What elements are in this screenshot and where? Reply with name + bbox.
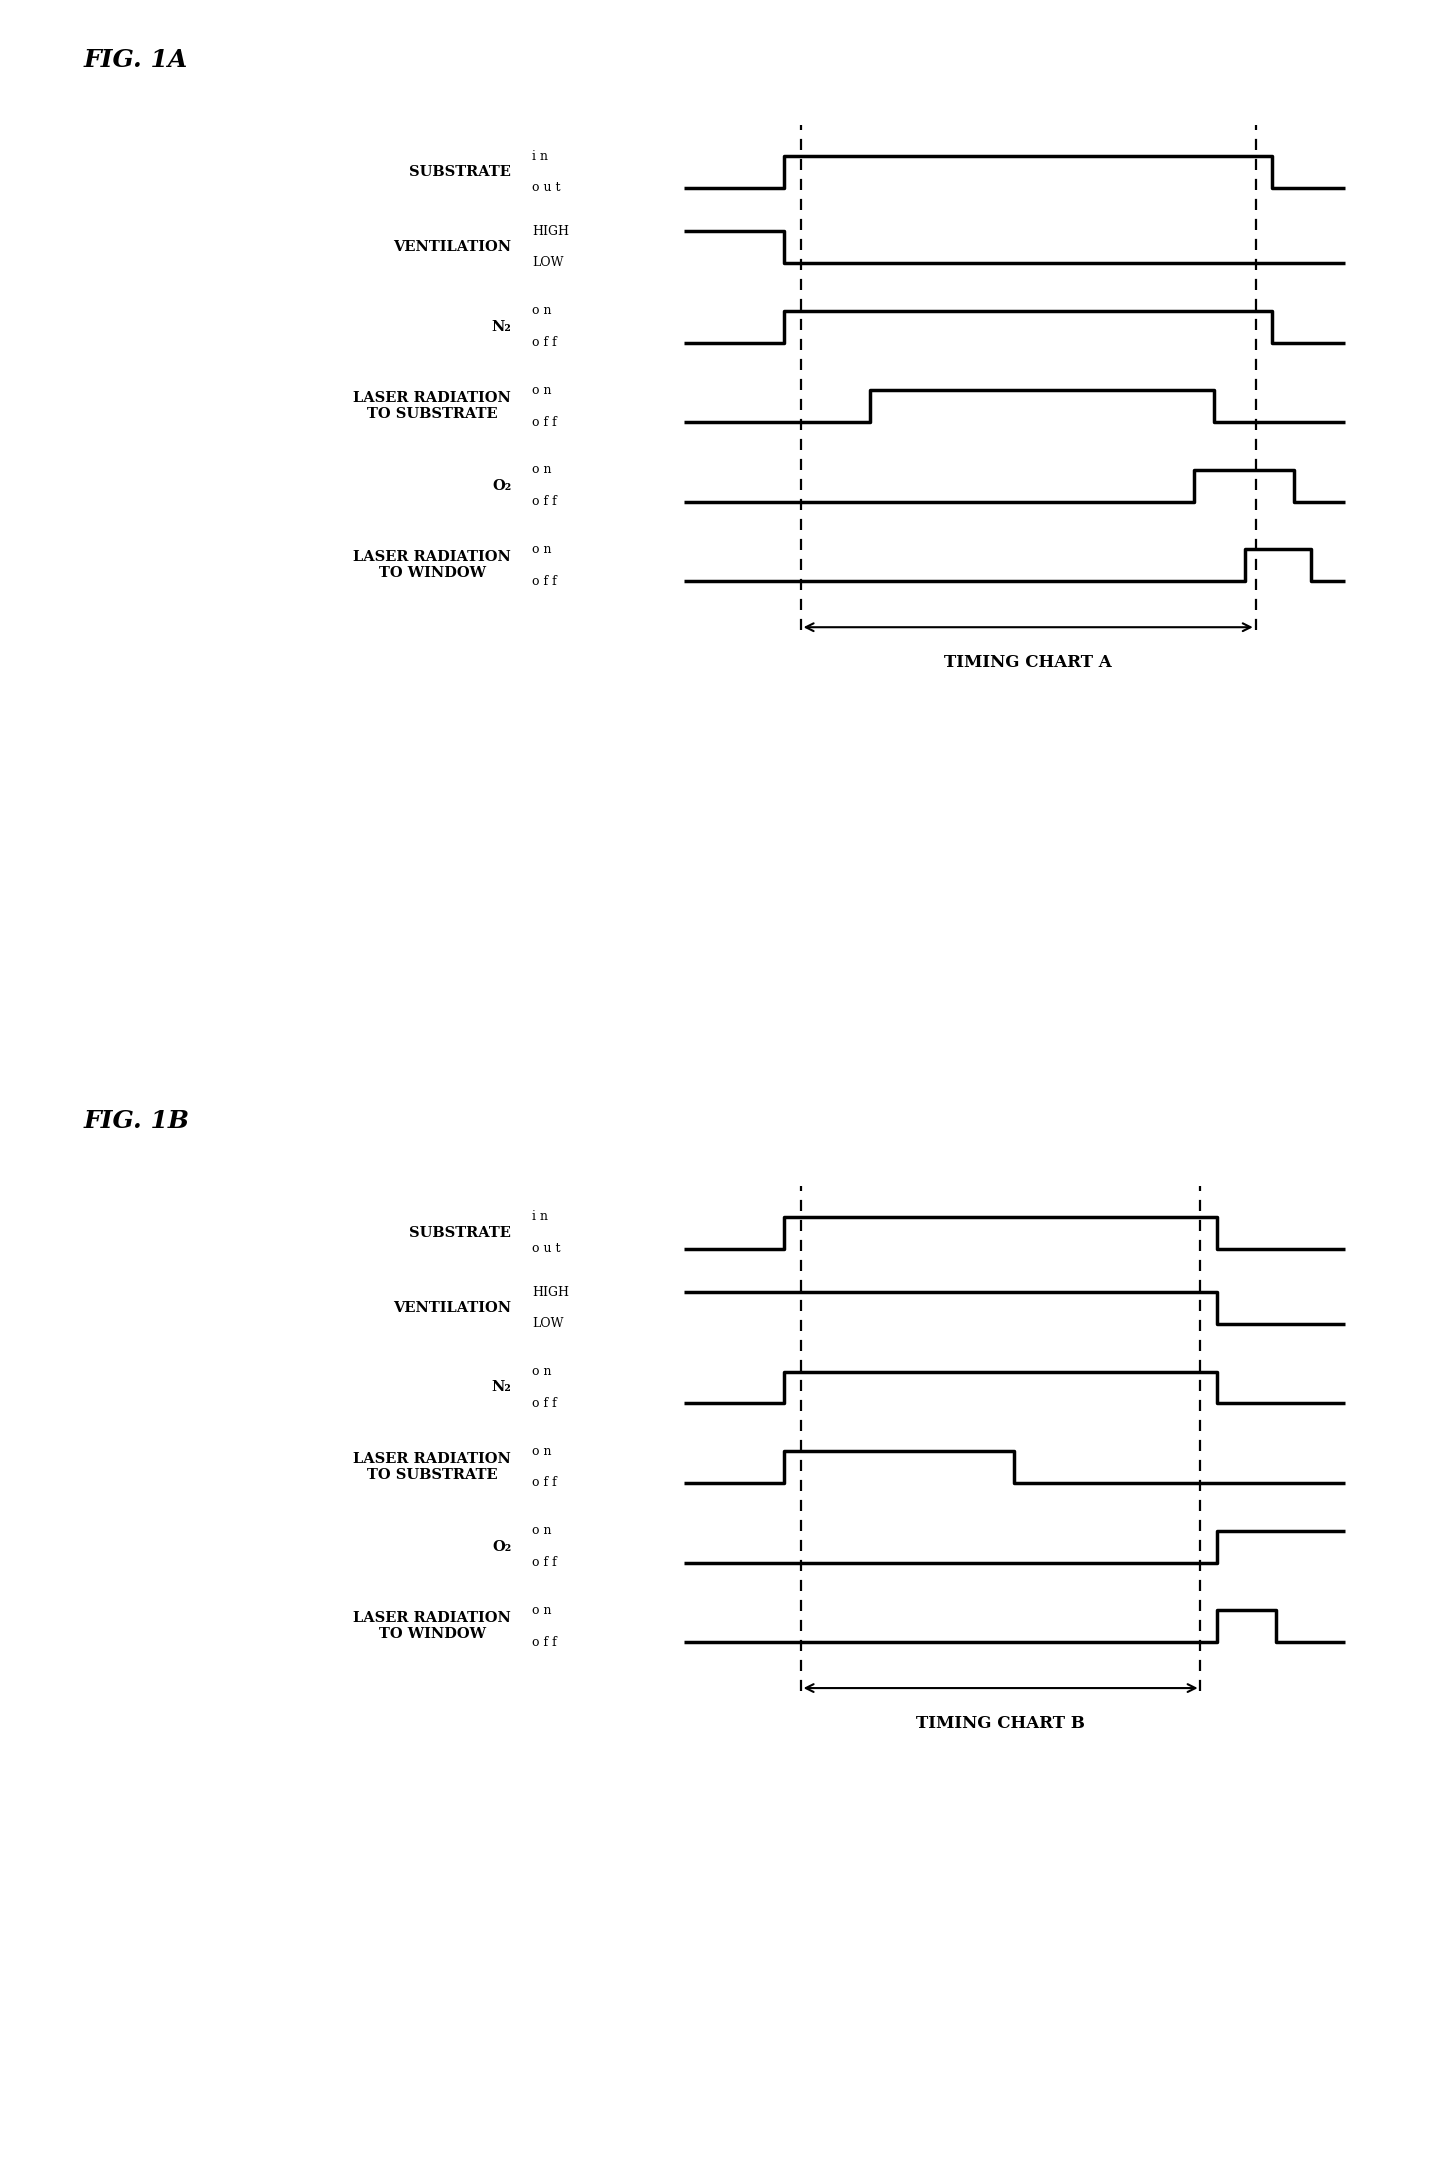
Text: o u t: o u t [531, 182, 560, 195]
Text: HIGH: HIGH [531, 1286, 569, 1299]
Text: o f f: o f f [531, 416, 557, 429]
Text: o n: o n [531, 1604, 551, 1617]
Text: LASER RADIATION
TO WINDOW: LASER RADIATION TO WINDOW [353, 550, 511, 580]
Text: TIMING CHART A: TIMING CHART A [945, 654, 1111, 671]
Text: FIG. 1B: FIG. 1B [83, 1108, 190, 1132]
Text: o f f: o f f [531, 1557, 557, 1570]
Text: i n: i n [531, 149, 549, 162]
Text: HIGH: HIGH [531, 225, 569, 238]
Text: SUBSTRATE: SUBSTRATE [409, 1225, 511, 1241]
Text: o f f: o f f [531, 1477, 557, 1490]
Text: o f f: o f f [531, 1396, 557, 1409]
Text: O₂: O₂ [493, 1539, 511, 1554]
Text: TIMING CHART B: TIMING CHART B [916, 1715, 1086, 1732]
Text: o n: o n [531, 1366, 551, 1379]
Text: LASER RADIATION
TO SUBSTRATE: LASER RADIATION TO SUBSTRATE [353, 392, 511, 422]
Text: FIG. 1A: FIG. 1A [83, 48, 188, 71]
Text: O₂: O₂ [493, 478, 511, 494]
Text: VENTILATION: VENTILATION [393, 240, 511, 253]
Text: VENTILATION: VENTILATION [393, 1301, 511, 1314]
Text: o u t: o u t [531, 1243, 560, 1256]
Text: LASER RADIATION
TO SUBSTRATE: LASER RADIATION TO SUBSTRATE [353, 1453, 511, 1483]
Text: o f f: o f f [531, 496, 557, 509]
Text: o n: o n [531, 305, 551, 318]
Text: o n: o n [531, 543, 551, 556]
Text: o f f: o f f [531, 336, 557, 349]
Text: o n: o n [531, 1444, 551, 1457]
Text: o f f: o f f [531, 1635, 557, 1648]
Text: N₂: N₂ [491, 320, 511, 333]
Text: N₂: N₂ [491, 1381, 511, 1394]
Text: o f f: o f f [531, 574, 557, 587]
Text: SUBSTRATE: SUBSTRATE [409, 165, 511, 180]
Text: o n: o n [531, 383, 551, 396]
Text: o n: o n [531, 463, 551, 476]
Text: LOW: LOW [531, 1316, 563, 1329]
Text: LOW: LOW [531, 255, 563, 268]
Text: LASER RADIATION
TO WINDOW: LASER RADIATION TO WINDOW [353, 1611, 511, 1641]
Text: i n: i n [531, 1210, 549, 1223]
Text: o n: o n [531, 1524, 551, 1537]
